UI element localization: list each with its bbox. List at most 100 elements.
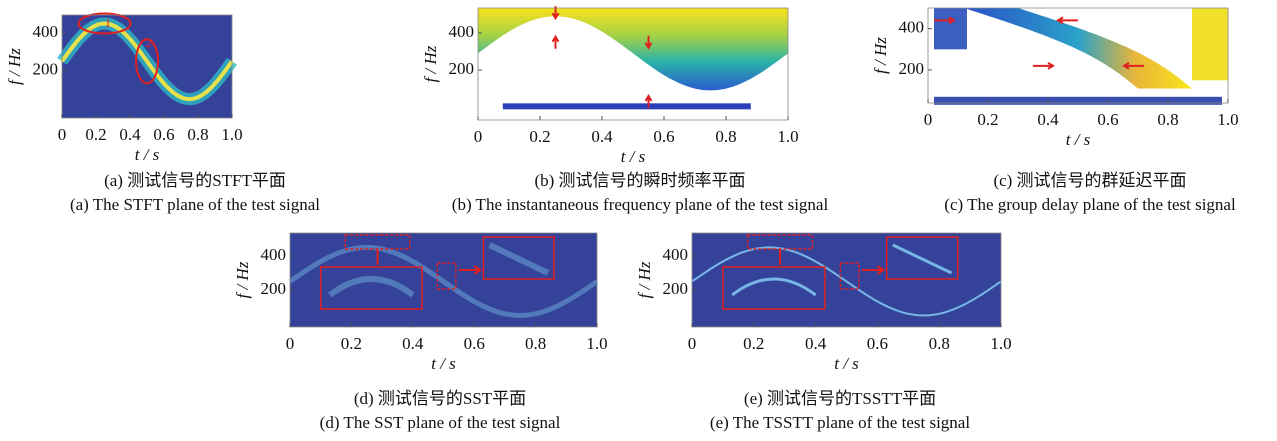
y-axis-label: f / Hz (871, 37, 890, 74)
plot-frame (691, 232, 1002, 328)
band-right (1192, 8, 1228, 81)
y-tick-label: 400 (663, 245, 689, 264)
arrow (861, 265, 886, 275)
y-axis-label: f / Hz (233, 261, 252, 298)
x-tick-label: 0.4 (591, 127, 613, 146)
y-tick-label: 200 (663, 279, 689, 298)
band-base (934, 96, 1222, 105)
x-tick-label: 0.2 (743, 334, 764, 353)
zoom-box (722, 266, 826, 310)
plot-bg (928, 8, 1228, 103)
x-tick-label: 0 (286, 334, 295, 353)
x-tick-label: 0.6 (464, 334, 485, 353)
y-tick-label: 200 (899, 59, 925, 78)
zoom-line (892, 243, 953, 275)
zoom-box (885, 236, 959, 280)
zoom-arc (328, 276, 415, 298)
x-axis-label: t / s (621, 147, 646, 166)
arrow (934, 16, 956, 25)
x-tick-label: 0.8 (929, 334, 950, 353)
caption-en: (e) The TSSTT plane of the test signal (710, 413, 970, 432)
y-tick-label: 400 (899, 18, 925, 37)
band-base (502, 103, 751, 110)
x-axis-label: t / s (135, 145, 160, 164)
x-axis-label: t / s (834, 354, 859, 373)
marker-ellipse (77, 12, 132, 35)
x-tick-label: 0.4 (402, 334, 424, 353)
annotation: 2 (146, 36, 152, 50)
caption-cn: (e) 测试信号的TSSTT平面 (744, 389, 936, 408)
x-tick-label: 0.6 (153, 125, 174, 144)
caption-en: (a) The STFT plane of the test signal (70, 195, 320, 214)
x-axis-label: t / s (431, 354, 456, 373)
y-axis-label: f / Hz (635, 261, 654, 298)
x-tick-label: 1.0 (777, 127, 798, 146)
marker-ellipse (135, 38, 159, 85)
y-axis-label: f / Hz (5, 48, 24, 85)
zoom-arc (731, 277, 817, 297)
x-tick-label: 0.6 (1097, 110, 1118, 129)
arrow (644, 35, 653, 50)
y-tick-label: 400 (449, 22, 475, 41)
y-tick-label: 200 (449, 59, 475, 78)
ridge (288, 244, 599, 318)
caption-en: (b) The instantaneous frequency plane of… (452, 195, 829, 214)
caption-en: (d) The SST plane of the test signal (320, 413, 561, 432)
plot-frame (477, 7, 789, 121)
x-tick-label: 0 (688, 334, 697, 353)
x-tick-label: 0.4 (119, 125, 141, 144)
plot-frame (927, 7, 1229, 104)
plot-frame (289, 232, 598, 328)
x-tick-label: 0 (924, 110, 933, 129)
x-tick-label: 0.8 (715, 127, 736, 146)
zoom-src (436, 262, 457, 290)
band-left (934, 8, 967, 50)
y-tick-label: 200 (261, 279, 287, 298)
arrow (458, 265, 483, 275)
ridge (60, 21, 234, 102)
x-tick-label: 0.4 (805, 334, 827, 353)
x-tick-label: 0.4 (1037, 110, 1059, 129)
zoom-box (482, 236, 555, 280)
zoom-src (839, 262, 860, 290)
x-tick-label: 1.0 (221, 125, 242, 144)
caption-cn: (d) 测试信号的SST平面 (354, 389, 526, 408)
zoom-box (319, 266, 423, 310)
x-tick-label: 0 (58, 125, 67, 144)
y-axis-label: f / Hz (421, 45, 440, 82)
x-tick-label: 0.8 (525, 334, 546, 353)
arrow (644, 93, 653, 108)
caption-cn: (a) 测试信号的STFT平面 (104, 171, 286, 190)
caption-en: (c) The group delay plane of the test si… (944, 195, 1236, 214)
x-tick-label: 0.8 (1157, 110, 1178, 129)
x-axis-label: t / s (1066, 130, 1091, 149)
arrow (1033, 61, 1055, 70)
caption-cn: (c) 测试信号的群延迟平面 (993, 171, 1186, 190)
arrow (551, 34, 560, 49)
x-tick-label: 0.2 (529, 127, 550, 146)
y-tick-label: 400 (261, 245, 287, 264)
x-tick-label: 0.2 (85, 125, 106, 144)
x-tick-label: 0.6 (653, 127, 674, 146)
x-tick-label: 0.2 (977, 110, 998, 129)
arrow (1122, 61, 1144, 70)
x-tick-label: 1.0 (1217, 110, 1238, 129)
x-tick-label: 1.0 (990, 334, 1011, 353)
y-tick-label: 400 (33, 22, 59, 41)
x-tick-label: 0.6 (867, 334, 888, 353)
band (478, 8, 788, 91)
x-tick-label: 0.8 (187, 125, 208, 144)
zoom-line (488, 242, 550, 276)
y-tick-label: 200 (33, 60, 59, 79)
x-tick-label: 0.2 (341, 334, 362, 353)
band (964, 8, 1192, 89)
x-tick-label: 1.0 (586, 334, 607, 353)
annotation: 1 (105, 16, 111, 30)
arrow (1056, 16, 1078, 25)
caption-cn: (b) 测试信号的瞬时频率平面 (534, 171, 745, 190)
x-tick-label: 0 (474, 127, 483, 146)
ridge (691, 246, 1002, 317)
plot-frame (61, 14, 233, 119)
plot-bg (692, 233, 1001, 327)
